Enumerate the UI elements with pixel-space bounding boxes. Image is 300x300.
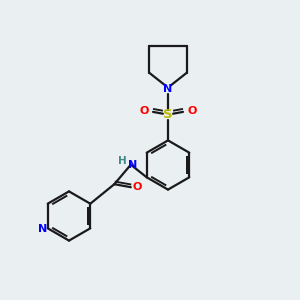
- Text: O: O: [133, 182, 142, 192]
- Text: H: H: [118, 156, 127, 166]
- Text: N: N: [38, 224, 47, 234]
- Text: O: O: [139, 106, 149, 116]
- Text: O: O: [187, 106, 197, 116]
- Text: N: N: [164, 84, 172, 94]
- Text: S: S: [163, 108, 173, 122]
- Text: N: N: [128, 160, 137, 170]
